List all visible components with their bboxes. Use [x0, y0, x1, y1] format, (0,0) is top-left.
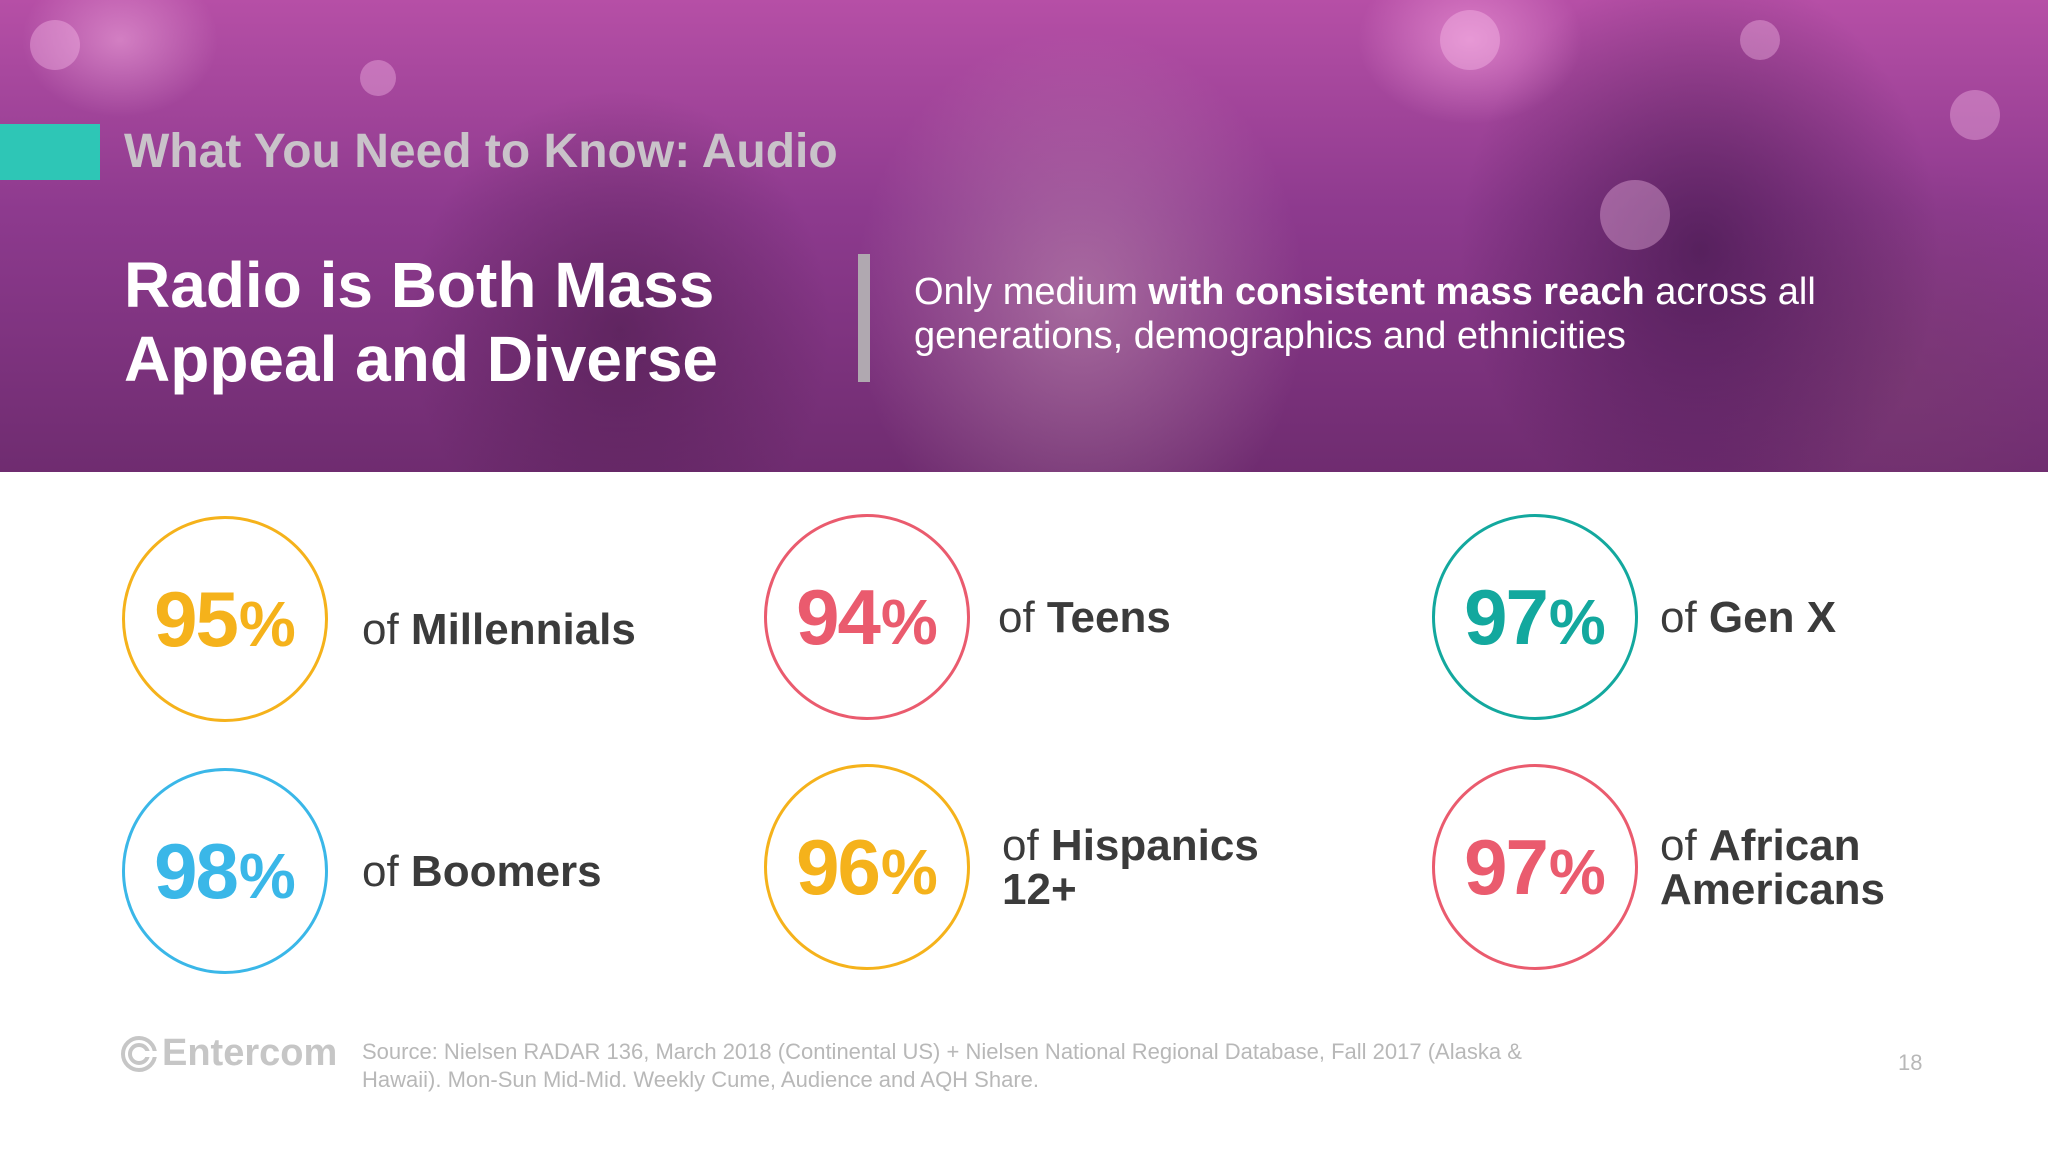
percent-ring: 94% — [764, 514, 970, 720]
percent-value: 94% — [796, 572, 938, 661]
accent-bar — [0, 124, 100, 180]
percent-value: 97% — [1464, 822, 1606, 911]
hero-background — [0, 0, 2048, 472]
section-title: What You Need to Know: Audio — [124, 125, 838, 178]
bokeh-light — [1600, 180, 1670, 250]
stat-label: of Teens — [998, 593, 1171, 642]
percent-ring: 96% — [764, 764, 970, 970]
stat-label: of Gen X — [1660, 593, 1837, 642]
tagline: Only medium with consistent mass reach a… — [914, 270, 1874, 358]
percent-value: 96% — [796, 822, 938, 911]
divider — [858, 254, 870, 382]
percent-ring: 95% — [122, 516, 328, 722]
logo-text: Entercom — [162, 1032, 338, 1074]
tagline-post: across all generations, demographics and… — [914, 271, 1816, 357]
percent-ring: 97% — [1432, 764, 1638, 970]
bokeh-light — [360, 60, 396, 96]
bokeh-light — [1440, 10, 1500, 70]
bokeh-light — [1740, 20, 1780, 60]
bokeh-light — [1950, 90, 2000, 140]
tagline-pre: Only medium — [914, 271, 1149, 313]
stat-label: of Hispanics 12+ — [1002, 821, 1259, 914]
percent-value: 95% — [154, 574, 296, 663]
percent-ring: 98% — [122, 768, 328, 974]
headline: Radio is Both Mass Appeal and Diverse — [124, 249, 718, 395]
source-note: Source: Nielsen RADAR 136, March 2018 (C… — [362, 1039, 1522, 1092]
entercom-logo: Entercom — [120, 1032, 337, 1075]
percent-value: 98% — [154, 826, 296, 915]
stat-label: of Boomers — [362, 847, 602, 896]
bokeh-light — [30, 20, 80, 70]
stat-label: of Millennials — [362, 605, 636, 654]
tagline-bold: with consistent mass reach — [1148, 271, 1645, 313]
page-number: 18 — [1898, 1050, 1923, 1075]
stat-label: of African Americans — [1660, 821, 1886, 914]
percent-ring: 97% — [1432, 514, 1638, 720]
percent-value: 97% — [1464, 572, 1606, 661]
entercom-logo-icon — [121, 1035, 157, 1072]
